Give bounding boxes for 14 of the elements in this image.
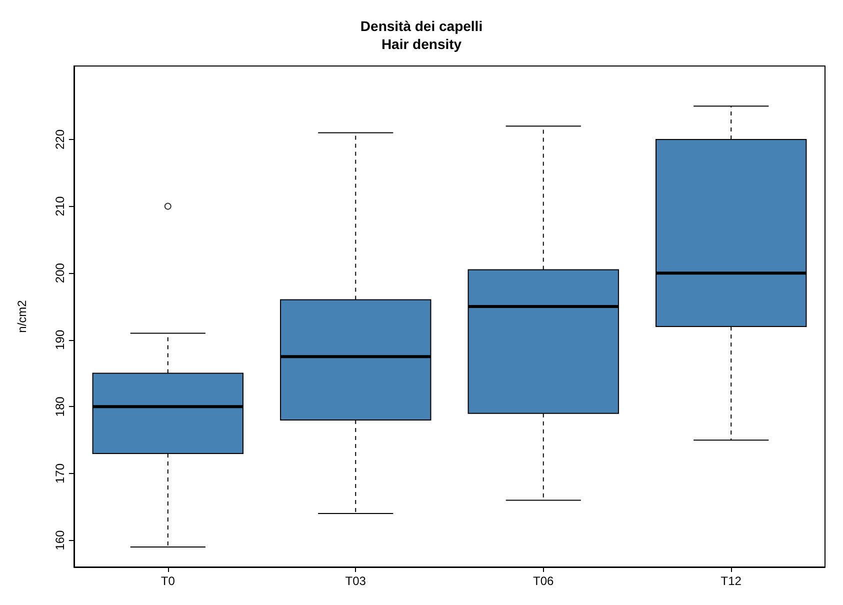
chart-title: Densità dei capelli	[360, 18, 483, 34]
y-tick-label: 220	[53, 129, 67, 150]
x-tick-label: T03	[345, 574, 366, 588]
y-tick-label: 160	[53, 530, 67, 550]
y-tick-label: 170	[53, 463, 67, 484]
x-tick-label: T06	[533, 574, 554, 588]
y-tick-label: 210	[53, 196, 67, 216]
x-tick-label: T12	[720, 574, 742, 588]
y-tick-label: 190	[53, 330, 67, 350]
chart-subtitle: Hair density	[381, 36, 462, 52]
y-tick-label: 180	[53, 396, 67, 417]
y-tick-label: 200	[53, 262, 67, 284]
y-axis-title: n/cm2	[15, 300, 29, 333]
x-tick-label: T0	[160, 574, 176, 588]
